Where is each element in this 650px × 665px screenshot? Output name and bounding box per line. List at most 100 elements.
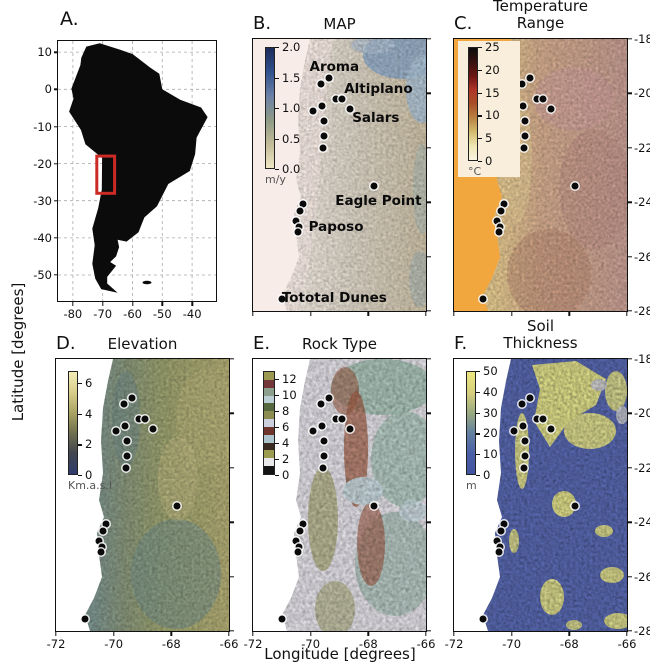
colorbar-tick <box>78 383 82 385</box>
longitude-tick-label: -72 <box>243 637 263 651</box>
colorbar-tick <box>275 379 279 381</box>
site-marker <box>120 400 128 408</box>
colorbar <box>68 371 78 475</box>
colorbar-tick-label: 4 <box>85 406 93 421</box>
site-marker <box>292 217 300 225</box>
longitude-tick <box>309 631 312 636</box>
site-marker <box>338 95 346 103</box>
colorbar-tick <box>78 475 82 477</box>
continent-shape <box>69 43 208 293</box>
site-marker <box>123 452 131 460</box>
panel-d-label: D. <box>56 333 76 354</box>
terrain-soil-thickness <box>454 359 627 631</box>
panel-b-title: MAP <box>323 15 356 33</box>
latitude-tick-label: -20 <box>634 86 650 101</box>
colorbar-tick-label: 20 <box>485 62 500 77</box>
site-marker <box>521 132 529 140</box>
site-marker <box>520 464 528 472</box>
latitude-tick-label: -18 <box>634 352 650 366</box>
longitude-tick <box>170 631 173 636</box>
colorbar-tick <box>275 442 279 445</box>
longitude-tick-label: -68 <box>161 637 181 651</box>
colorbar-tick-label: 15 <box>485 85 500 100</box>
latitude-tick <box>426 201 431 203</box>
panel-f-title-line1: Soil <box>526 317 555 335</box>
panel-a-x-tick-label: -50 <box>152 307 172 321</box>
colorbar-tick-label: 6 <box>282 419 290 434</box>
site-marker <box>500 200 508 208</box>
site-marker <box>519 422 527 430</box>
colorbar-tick <box>78 444 82 446</box>
panel-a-y-tick <box>53 88 58 91</box>
site-marker <box>479 295 487 303</box>
panel-a-label: A. <box>60 8 79 30</box>
colorbar-tick <box>476 412 480 414</box>
panel-d-title: Elevation <box>107 335 178 353</box>
site-marker <box>518 80 526 88</box>
colorbar-segment <box>264 434 274 443</box>
site-marker <box>325 394 333 402</box>
colorbar-unit-label: °C <box>468 165 482 178</box>
colorbar-tick <box>78 413 82 416</box>
colorbar-tick <box>478 69 482 71</box>
longitude-tick-label: -66 <box>617 637 637 651</box>
site-marker <box>128 394 136 402</box>
colorbar-tick-label: 40 <box>483 384 498 399</box>
panel-a-x-tick <box>161 301 163 306</box>
latitude-tick <box>229 412 234 415</box>
colorbar-tick-label: 5 <box>485 131 493 146</box>
colorbar-unit-label: m/y <box>265 173 286 186</box>
colorbar-tick <box>275 138 279 140</box>
site-marker <box>495 228 503 236</box>
colorbar-tick-label: 6 <box>85 376 93 391</box>
colorbar-tick <box>275 426 279 429</box>
longitude-tick <box>425 631 427 636</box>
site-marker <box>318 422 326 430</box>
site-marker <box>332 95 340 103</box>
longitude-tick <box>112 631 115 636</box>
colorbar-tick-label: 50 <box>483 364 498 378</box>
colorbar-segment <box>264 426 274 435</box>
latitude-tick-label: -24 <box>634 195 650 210</box>
x-axis-label: Longitude [degrees] <box>264 645 416 663</box>
panel-c-label: C. <box>454 13 473 34</box>
site-marker <box>296 527 304 535</box>
site-marker <box>318 102 326 110</box>
latitude-tick <box>426 147 431 149</box>
longitude-tick <box>568 311 571 316</box>
site-marker <box>97 548 105 556</box>
site-marker <box>294 548 302 556</box>
terrain-rock-type <box>253 359 426 631</box>
latitude-tick <box>426 467 431 469</box>
colorbar-tick <box>275 77 279 79</box>
site-name-label: Tototal Dunes <box>281 289 387 306</box>
colorbar-tick-label: 2 <box>85 437 93 452</box>
site-marker <box>520 144 528 152</box>
colorbar-segment <box>264 379 274 388</box>
site-marker <box>135 415 143 423</box>
colorbar <box>468 47 478 161</box>
colorbar-tick <box>476 433 480 435</box>
colorbar-tick-label: 10 <box>282 388 297 403</box>
y-axis-label: Latitude [degrees] <box>9 282 27 422</box>
site-marker <box>320 117 328 125</box>
site-marker <box>547 425 555 433</box>
latitude-tick <box>426 92 431 95</box>
latitude-tick <box>426 310 431 312</box>
longitude-tick <box>228 631 230 636</box>
latitude-tick <box>426 412 431 415</box>
panel-a-y-tick-label: 0 <box>44 82 52 97</box>
site-marker <box>320 452 328 460</box>
panel-a-y-tick <box>53 199 58 202</box>
colorbar-tick-label: 10 <box>485 108 500 123</box>
site-marker <box>521 117 529 125</box>
site-marker <box>370 182 378 190</box>
panel-a-y-tick-label: -10 <box>33 119 52 134</box>
longitude-tick-label: -70 <box>301 637 321 651</box>
colorbar-tick <box>275 411 279 413</box>
site-marker <box>510 427 518 435</box>
latitude-tick <box>229 467 234 469</box>
site-marker <box>102 520 110 528</box>
island-shape <box>142 280 152 285</box>
site-marker <box>533 95 541 103</box>
